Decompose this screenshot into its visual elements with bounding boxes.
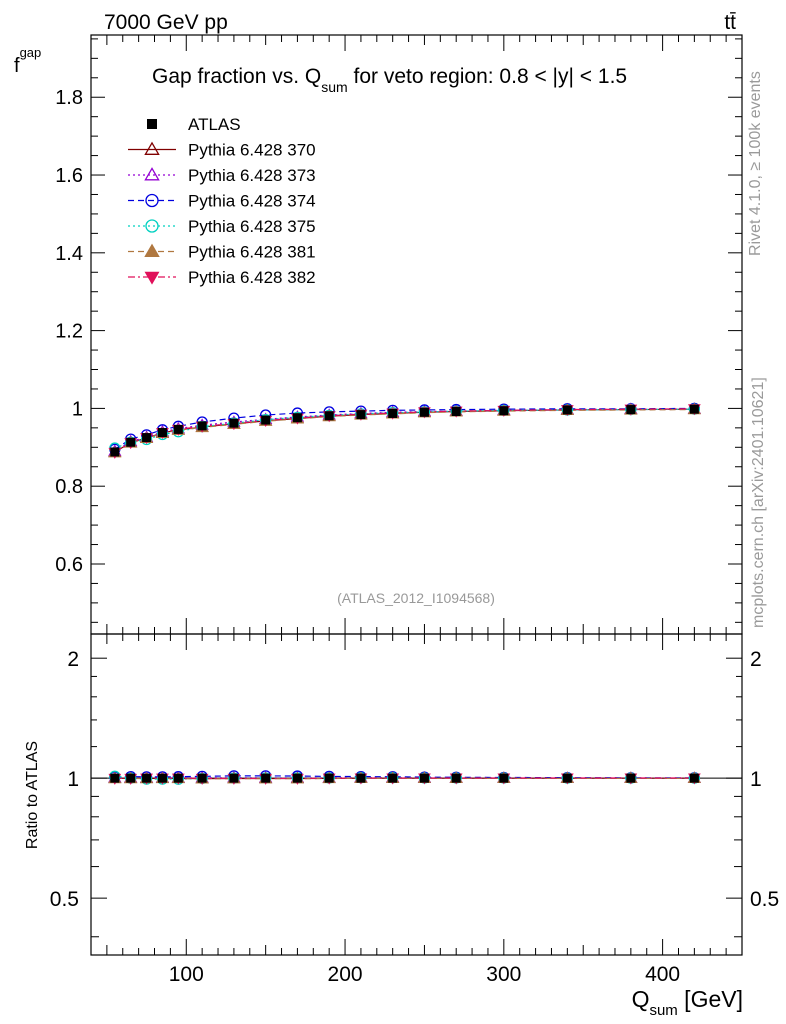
legend-marker-pythia-6-428-382 (144, 271, 160, 285)
legend-marker-atlas (147, 119, 157, 129)
analysis-watermark: (ATLAS_2012_I1094568) (337, 590, 495, 606)
data-point-atlas (110, 447, 120, 457)
ratio-point-atlas (626, 773, 636, 783)
data-point-atlas (292, 413, 302, 423)
data-point-atlas (356, 410, 366, 420)
main-y-tick-label: 0.6 (55, 554, 83, 576)
x-tick-labels: 100 200 300 400 (169, 963, 680, 986)
ratio-point-atlas (419, 773, 429, 783)
ratio-point-atlas (451, 773, 461, 783)
legend-label-pythia-6-428-375: Pythia 6.428 375 (188, 217, 316, 236)
main-y-label-main: f (14, 55, 20, 77)
data-point-atlas (388, 408, 398, 418)
data-point-atlas (451, 407, 461, 417)
x-axis-label: Qsum [GeV] (632, 986, 743, 1019)
x-axis-label-main: Q (632, 986, 650, 1012)
data-point-atlas (126, 437, 136, 447)
process-label: tt̄ (724, 11, 736, 34)
legend-marker-pythia-6-428-373 (144, 167, 160, 181)
main-y-tick-label: 1.4 (55, 243, 83, 265)
ratio-point-atlas (197, 773, 207, 783)
legend: ATLAS Pythia 6.428 370 Pythia 6.428 373 Pyt… (128, 115, 316, 287)
ratio-y-label: Ratio to ATLAS (24, 741, 41, 849)
main-title: Gap fraction vs. Qsum for veto region: 0… (152, 65, 627, 95)
ratio-point-atlas (110, 773, 120, 783)
ratio-point-atlas (324, 773, 334, 783)
main-title-sub: sum (321, 79, 347, 95)
energy-label: 7000 GeV pp (104, 11, 228, 34)
main-y-tick-label: 0.8 (55, 476, 83, 498)
legend-marker-pythia-6-428-381 (144, 243, 160, 257)
main-panel: 0.6 0.8 1 1.2 1.4 1.6 1.8 Gap fraction vs. Qsu… (14, 34, 743, 635)
series-line-pythia-6-428-381 (114, 408, 695, 454)
main-y-label-sub: gap (20, 45, 42, 60)
ratio-point-atlas (562, 773, 572, 783)
ratio-point-atlas (157, 773, 167, 783)
data-point-atlas (626, 405, 636, 415)
ratio-point-atlas (499, 773, 509, 783)
ratio-point-atlas (356, 773, 366, 783)
x-tick-label: 100 (169, 963, 204, 986)
data-point-atlas (142, 433, 152, 443)
legend-marker-pythia-6-428-374 (145, 193, 159, 208)
ratio-series-markers (108, 770, 701, 785)
data-point-atlas (157, 428, 167, 438)
legend-marker-pythia-6-428-375 (145, 219, 159, 233)
ratio-series-lines (91, 775, 742, 780)
ratio-point-atlas (229, 773, 239, 783)
x-axis-label-rest: [GeV] (678, 986, 743, 1012)
data-point-atlas (261, 415, 271, 425)
legend-label-atlas: ATLAS (188, 115, 241, 134)
ratio-y-tick-label-right: 0.5 (750, 888, 779, 911)
main-y-tick-label: 1.6 (55, 165, 83, 187)
ratio-axis-ticks (91, 634, 743, 955)
main-y-tick-labels: 0.6 0.8 1 1.2 1.4 1.6 1.8 (55, 87, 83, 576)
legend-label-pythia-6-428-382: Pythia 6.428 382 (188, 268, 316, 287)
main-title-rest: for veto region: 0.8 < |y| < 1.5 (348, 65, 627, 88)
ratio-y-tick-label-right: 1 (750, 768, 762, 791)
main-title-main: Gap fraction vs. Q (152, 65, 321, 88)
main-y-tick-label: 1.8 (55, 87, 83, 109)
legend-label-pythia-6-428-373: Pythia 6.428 373 (188, 166, 316, 185)
main-series-markers (108, 402, 701, 459)
ratio-point-atlas (292, 773, 302, 783)
legend-label-pythia-6-428-381: Pythia 6.428 381 (188, 243, 316, 262)
data-point-atlas (229, 418, 239, 428)
ratio-panel: 0.5 0.5 1 1 2 2 100 200 300 400 Ratio to ATLAS Q… (24, 633, 779, 1019)
data-point-atlas (562, 405, 572, 415)
data-point-atlas (419, 407, 429, 417)
ratio-point-atlas (261, 773, 271, 783)
data-point-atlas (499, 406, 509, 416)
x-tick-label: 300 (486, 963, 521, 986)
source-label: mcplots.cern.ch [arXiv:2401.10621] (750, 377, 767, 628)
data-point-atlas (173, 424, 183, 434)
x-axis-label-sub: sum (649, 1002, 677, 1019)
ratio-point-atlas (689, 773, 699, 783)
ratio-y-tick-label-right: 2 (750, 648, 762, 671)
x-tick-label: 400 (645, 963, 680, 986)
ratio-point-atlas (142, 773, 152, 783)
main-y-tick-label: 1.2 (55, 321, 83, 343)
data-point-atlas (197, 421, 207, 431)
main-y-label: fgap (14, 45, 41, 77)
data-point-atlas (324, 411, 334, 421)
x-tick-label: 200 (328, 963, 363, 986)
ratio-y-tick-labels: 0.5 0.5 1 1 2 2 (50, 648, 779, 911)
rivet-version-label: Rivet 4.1.0, ≥ 100k events (747, 71, 764, 256)
series-line-pythia-6-428-374 (114, 407, 695, 450)
main-axis-ticks (91, 35, 743, 634)
ratio-y-tick-label-left: 1 (67, 768, 79, 791)
main-y-tick-label: 1 (72, 398, 83, 420)
ratio-point-atlas (126, 773, 136, 783)
data-point-atlas (689, 404, 699, 414)
ratio-y-tick-label-left: 2 (67, 648, 79, 671)
ratio-point-atlas (173, 773, 183, 783)
legend-marker-pythia-6-428-370 (144, 141, 160, 155)
legend-label-pythia-6-428-374: Pythia 6.428 374 (188, 192, 316, 211)
ratio-y-tick-label-left: 0.5 (50, 888, 79, 911)
ratio-point-atlas (388, 773, 398, 783)
ratio-frame (90, 633, 743, 956)
legend-label-pythia-6-428-370: Pythia 6.428 370 (188, 141, 316, 160)
